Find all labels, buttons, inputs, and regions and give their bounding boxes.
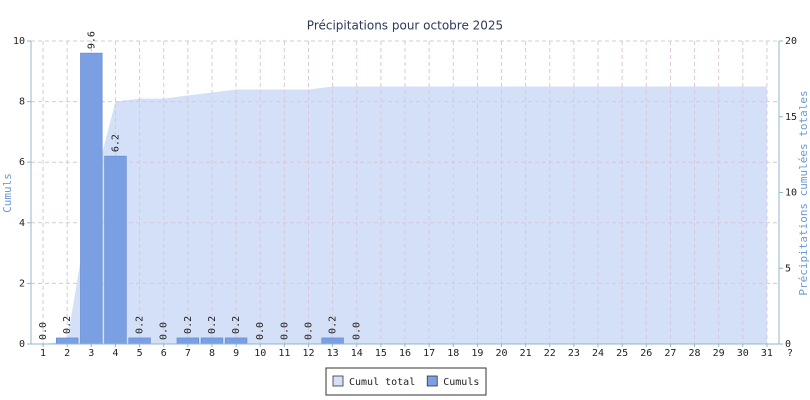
y-tick-label: 2 — [19, 278, 25, 289]
x-end-label: ? — [787, 348, 793, 359]
value-label: 0.2 — [62, 316, 73, 334]
x-tick-label: 26 — [640, 348, 652, 359]
x-tick-label: 2 — [64, 348, 70, 359]
value-label: 0.0 — [352, 322, 363, 340]
legend-label: Cumuls — [443, 377, 479, 388]
area — [43, 86, 767, 344]
legend-swatch — [426, 375, 438, 387]
x-tick-label: 3 — [88, 348, 94, 359]
x-tick-label: 15 — [375, 348, 387, 359]
y-tick-label: 10 — [13, 36, 25, 47]
x-tick-label: 8 — [209, 348, 215, 359]
bar — [80, 52, 103, 345]
x-tick-label: 23 — [568, 348, 580, 359]
x-tick-label: 12 — [302, 348, 314, 359]
y-tick-label: 0 — [19, 339, 25, 350]
x-tick-label: 9 — [233, 348, 239, 359]
y-tick-label: 8 — [19, 97, 25, 108]
x-tick-label: 7 — [185, 348, 191, 359]
bar — [176, 337, 199, 345]
x-tick-label: 16 — [399, 348, 411, 359]
x-tick-label: 4 — [112, 348, 118, 359]
chart-title: Précipitations pour octobre 2025 — [307, 19, 503, 33]
value-label: 0.2 — [135, 316, 146, 334]
x-tick-label: 31 — [761, 348, 773, 359]
x-tick-label: 5 — [137, 348, 143, 359]
x-tick-label: 25 — [616, 348, 628, 359]
y2-tick-label: 15 — [785, 112, 797, 123]
x-tick-label: 29 — [713, 348, 725, 359]
value-label: 0.0 — [303, 322, 314, 340]
x-tick-label: 13 — [327, 348, 339, 359]
x-tick-label: 6 — [161, 348, 167, 359]
value-label: 0.2 — [183, 316, 194, 334]
x-tick-label: 30 — [737, 348, 749, 359]
y-axis-label: Cumuls — [1, 173, 14, 213]
x-tick-label: 22 — [544, 348, 556, 359]
value-label: 0.0 — [279, 322, 290, 340]
x-tick-label: 18 — [447, 348, 459, 359]
legend-box — [325, 367, 487, 396]
x-tick-label: 11 — [278, 348, 290, 359]
y2-axis-label: Précipitations cumulées totales — [797, 90, 810, 295]
value-label: 0.2 — [207, 316, 218, 334]
value-label: 9.6 — [86, 31, 97, 49]
bar — [224, 337, 248, 345]
x-tick-label: 1 — [40, 348, 46, 359]
y-tick-label: 4 — [19, 218, 25, 229]
legend-label: Cumul total — [349, 377, 415, 388]
value-label: 0.2 — [231, 316, 242, 334]
y2-tick-label: 10 — [785, 188, 797, 199]
x-tick-label: 17 — [423, 348, 435, 359]
bar — [321, 337, 344, 345]
x-tick-label: 21 — [520, 348, 532, 359]
x-tick-label: 19 — [471, 348, 483, 359]
value-label: 0.0 — [38, 322, 49, 340]
x-tick-label: 28 — [689, 348, 701, 359]
x-tick-label: 14 — [351, 348, 363, 359]
y2-tick-label: 20 — [785, 36, 797, 47]
x-tick-label: 10 — [254, 348, 266, 359]
value-label: 6.2 — [110, 134, 121, 152]
bar — [128, 337, 151, 345]
y2-tick-label: 5 — [785, 263, 791, 274]
legend-swatch — [332, 375, 344, 387]
y2-tick-label: 0 — [785, 339, 791, 350]
y-tick-label: 6 — [19, 157, 25, 168]
value-label: 0.2 — [328, 316, 339, 334]
bar — [104, 155, 127, 345]
bar — [56, 337, 79, 345]
x-tick-label: 20 — [495, 348, 507, 359]
x-tick-label: 27 — [664, 348, 676, 359]
x-tick-label: 24 — [592, 348, 604, 359]
value-label: 0.0 — [255, 322, 266, 340]
value-label: 0.0 — [159, 322, 170, 340]
bar — [200, 337, 224, 345]
